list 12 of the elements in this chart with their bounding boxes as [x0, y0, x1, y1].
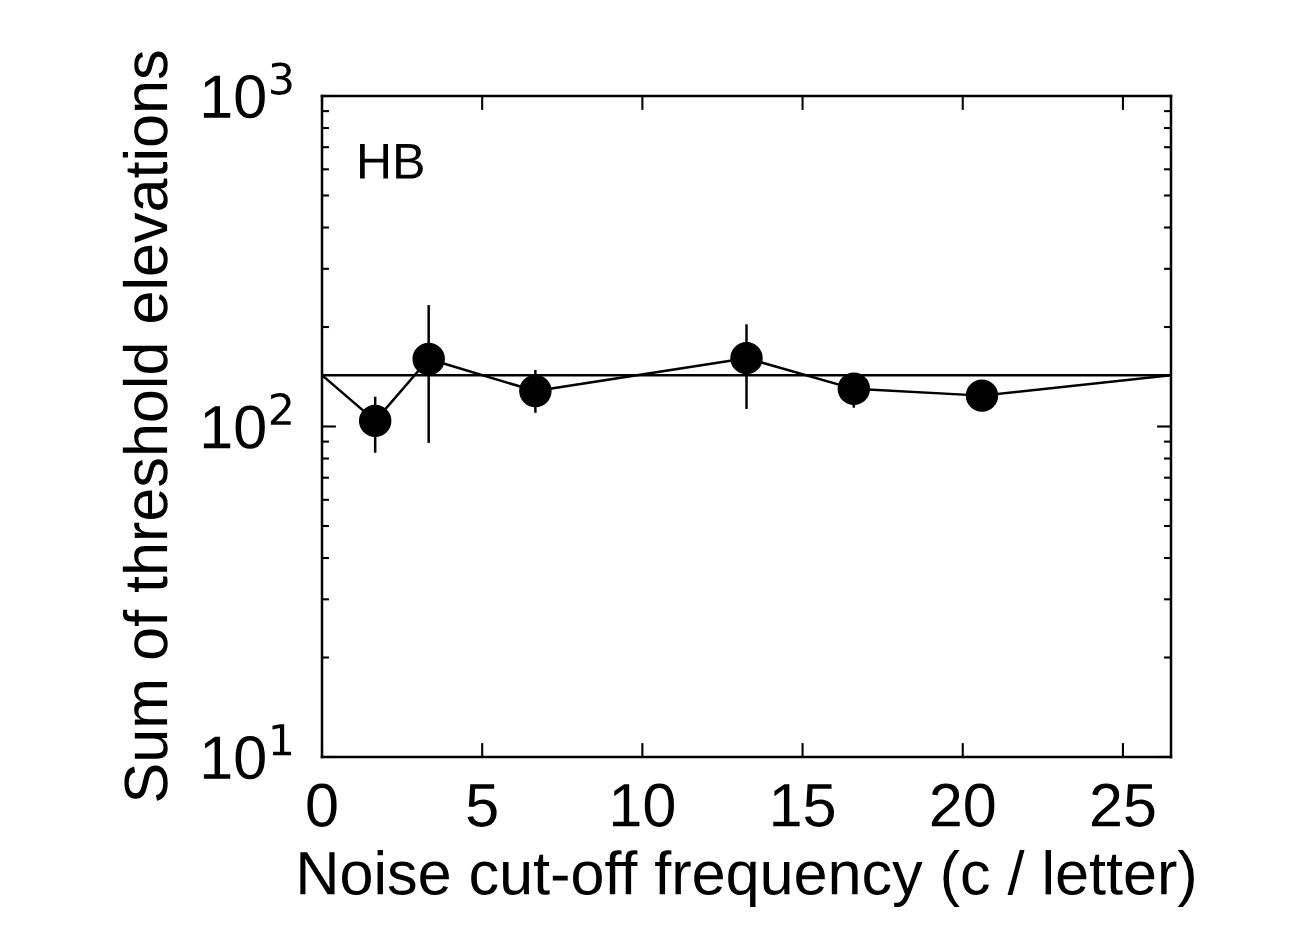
x-tick-label: 15 [773, 784, 834, 827]
y-tick-label: 10$^{3}$ [203, 62, 292, 119]
x-tick-label: 20 [931, 783, 995, 827]
x-tick-label: 0 [307, 783, 337, 827]
x-axis-title: Noise cut-off frequency (c / letter) [300, 850, 1194, 908]
x-tick-label: 25 [1092, 783, 1155, 827]
x-tick-label: 5 [467, 784, 497, 827]
x-tick-label: 10 [613, 783, 674, 827]
y-tick-label: 10$^{2}$ [203, 393, 291, 449]
y-axis-title: Sum of threshold elevations [122, 51, 168, 801]
annotation: HB [360, 144, 423, 179]
y-tick-label: 10$^{1}$ [203, 724, 292, 780]
